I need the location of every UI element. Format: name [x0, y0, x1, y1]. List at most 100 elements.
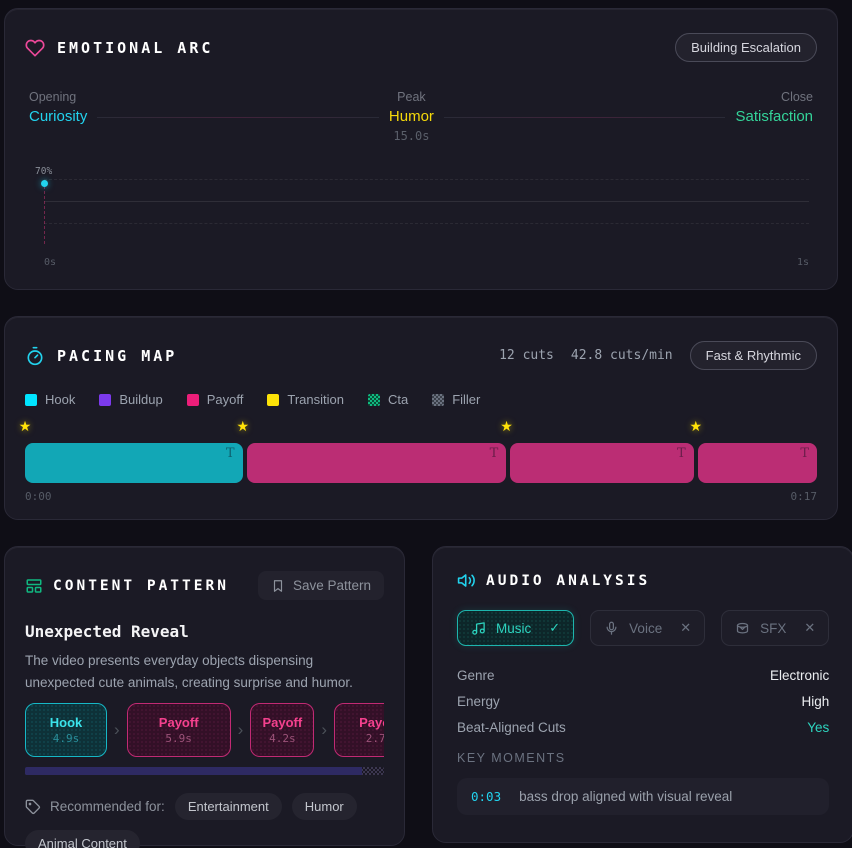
recommended-label-wrap: Recommended for: [25, 799, 165, 815]
stage-connector-line [443, 117, 726, 118]
cta-swatch [367, 393, 380, 406]
track-label: SFX [760, 620, 787, 636]
track-toggle-music[interactable]: Music ✓ [457, 610, 575, 646]
legend-item-hook: Hook [25, 392, 75, 407]
property-row-beat-aligned: Beat-Aligned Cuts Yes [457, 720, 829, 735]
stage-position-label: Close [781, 90, 814, 104]
chip-type: Payoff [262, 715, 303, 730]
chart-data-point [41, 180, 48, 187]
sequence-chip-hook[interactable]: Hook 4.9s [25, 703, 107, 757]
sequence-chip-payoff[interactable]: Payoff 4.2s [250, 703, 315, 757]
chip-duration: 5.9s [165, 732, 192, 745]
timeline-time-labels: 0:00 0:17 [25, 490, 817, 503]
legend-label: Cta [387, 392, 409, 407]
transition-marker: T [800, 446, 810, 461]
audio-analysis-title: AUDIO ANALYSIS [486, 572, 651, 589]
chart-gridline [44, 179, 809, 180]
buildup-swatch [99, 393, 112, 406]
chart-point-dropline [44, 186, 45, 244]
property-value: Electronic [770, 668, 830, 683]
key-moment-item[interactable]: 0:03 bass drop aligned with visual revea… [457, 778, 830, 815]
chip-duration: 4.2s [269, 732, 296, 745]
content-pattern-panel: CONTENT PATTERN Save Pattern Unexpected … [4, 546, 405, 848]
legend-item-cta: Cta [367, 392, 409, 407]
beat-star-icon: ★ [236, 418, 250, 434]
stage-connector-line [97, 117, 379, 118]
stage-position-label: Peak [397, 90, 426, 104]
arc-stages-row: Opening Curiosity Peak Humor 15.0s Close… [25, 90, 817, 143]
save-pattern-button[interactable]: Save Pattern [257, 571, 384, 600]
close-icon[interactable]: ✕ [804, 620, 816, 635]
beat-star-icon: ★ [689, 418, 703, 434]
legend-label: Payoff [206, 392, 244, 407]
timeline-end-time: 0:17 [790, 490, 818, 503]
sequence-chip-payoff[interactable]: Payoff 2.7s [334, 703, 384, 757]
transition-marker: T [225, 446, 235, 461]
transition-swatch [267, 393, 280, 406]
property-row-genre: Genre Electronic [457, 668, 829, 683]
chevron-right-icon: › [237, 720, 244, 739]
chip-duration: 4.9s [52, 732, 80, 745]
recommended-row: Recommended for: Entertainment Humor Ani… [25, 793, 384, 848]
track-toggle-sfx[interactable]: SFX ✕ [721, 610, 830, 646]
pacing-status-badge: Fast & Rhythmic [689, 341, 817, 370]
emotional-arc-panel: EMOTIONAL ARC Building Escalation Openin… [4, 8, 838, 290]
legend-item-payoff: Payoff [186, 392, 244, 407]
pacing-map-header: PACING MAP 12 cuts 42.8 cuts/min Fast & … [25, 341, 817, 370]
beat-star-icon: ★ [18, 418, 32, 434]
track-label: Voice [629, 620, 663, 636]
chart-y-tick: 70% [35, 166, 53, 177]
stage-position-label: Opening [29, 90, 77, 104]
legend-label: Transition [287, 392, 344, 407]
legend-item-filler: Filler [432, 392, 480, 407]
recommended-label: Recommended for: [50, 799, 165, 814]
transition-marker: T [489, 446, 499, 461]
pacing-map-title: PACING MAP [57, 346, 178, 365]
timeline-start-time: 0:00 [25, 490, 52, 503]
timeline-segment-payoff[interactable]: T [246, 443, 507, 483]
legend-item-buildup: Buildup [99, 392, 163, 407]
drum-icon [735, 621, 750, 636]
timeline-segment-hook[interactable]: T [25, 443, 243, 483]
tag-entertainment: Entertainment [174, 793, 282, 820]
timeline-segment-payoff[interactable]: T [697, 443, 818, 483]
tag-humor: Humor [291, 793, 357, 820]
pattern-name: Unexpected Reveal [25, 622, 189, 641]
chip-type: Hook [49, 715, 83, 730]
payoff-swatch [186, 393, 199, 406]
property-value: High [801, 694, 830, 709]
property-label: Beat-Aligned Cuts [457, 720, 566, 735]
stage-emotion-label: Humor [388, 108, 434, 125]
property-row-energy: Energy High [457, 694, 829, 709]
timeline-segment-payoff[interactable]: T [510, 443, 694, 483]
track-toggle-voice[interactable]: Voice ✕ [590, 610, 706, 646]
stage-emotion-label: Satisfaction [735, 108, 814, 125]
chevron-right-icon: › [321, 720, 328, 739]
key-moment-description: bass drop aligned with visual reveal [519, 789, 733, 804]
sequence-chip-payoff[interactable]: Payoff 5.9s [126, 703, 231, 757]
pacing-legend: Hook Buildup Payoff Transition Cta Fille… [25, 392, 817, 407]
content-pattern-title: CONTENT PATTERN [53, 577, 229, 594]
pacing-timeline: ★ ★ ★ ★ T T T T 0:00 0:17 [19, 418, 818, 503]
chip-type: Payoff [359, 715, 384, 730]
property-label: Energy [457, 694, 500, 709]
stage-emotion-label: Curiosity [29, 108, 88, 125]
pattern-sequence: Hook 4.9s › Payoff 5.9s › Payoff 4.2s › … [25, 703, 384, 757]
layout-grid-icon [25, 577, 43, 595]
sequence-scrollbar[interactable] [25, 767, 384, 775]
tag-animal-content: Animal Content [25, 830, 140, 848]
audio-analysis-panel: AUDIO ANALYSIS Music ✓ Voice ✕ [432, 546, 852, 843]
scrollbar-thumb[interactable] [25, 767, 363, 775]
legend-label: Filler [452, 392, 481, 407]
speaker-icon [457, 571, 476, 590]
check-icon: ✓ [549, 620, 561, 635]
bookmark-icon [271, 579, 285, 593]
music-note-icon [471, 621, 486, 636]
chart-x-tick-end: 1s [796, 257, 809, 268]
tag-icon [25, 799, 41, 815]
property-value: Yes [807, 720, 830, 735]
heart-icon [25, 38, 45, 58]
arc-stage-close: Close Satisfaction [735, 90, 813, 125]
close-icon[interactable]: ✕ [680, 620, 692, 635]
